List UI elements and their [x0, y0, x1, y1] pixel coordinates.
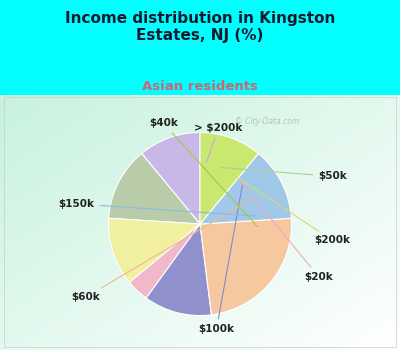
Wedge shape: [142, 132, 200, 224]
Text: Income distribution in Kingston
Estates, NJ (%): Income distribution in Kingston Estates,…: [65, 10, 335, 43]
Wedge shape: [146, 224, 212, 316]
Wedge shape: [108, 218, 200, 282]
Wedge shape: [109, 153, 200, 224]
Text: $20k: $20k: [238, 179, 333, 282]
Text: © City-Data.com: © City-Data.com: [235, 117, 299, 126]
Text: $40k: $40k: [149, 118, 258, 226]
Text: $60k: $60k: [71, 199, 251, 302]
Text: Asian residents: Asian residents: [142, 80, 258, 93]
Wedge shape: [130, 224, 200, 298]
Wedge shape: [200, 218, 292, 315]
Text: $200k: $200k: [232, 174, 351, 245]
Text: $100k: $100k: [198, 186, 242, 334]
Wedge shape: [200, 132, 258, 224]
Text: $150k: $150k: [58, 199, 256, 216]
Text: > $200k: > $200k: [194, 123, 242, 162]
Text: $50k: $50k: [221, 167, 347, 181]
Wedge shape: [200, 153, 291, 224]
